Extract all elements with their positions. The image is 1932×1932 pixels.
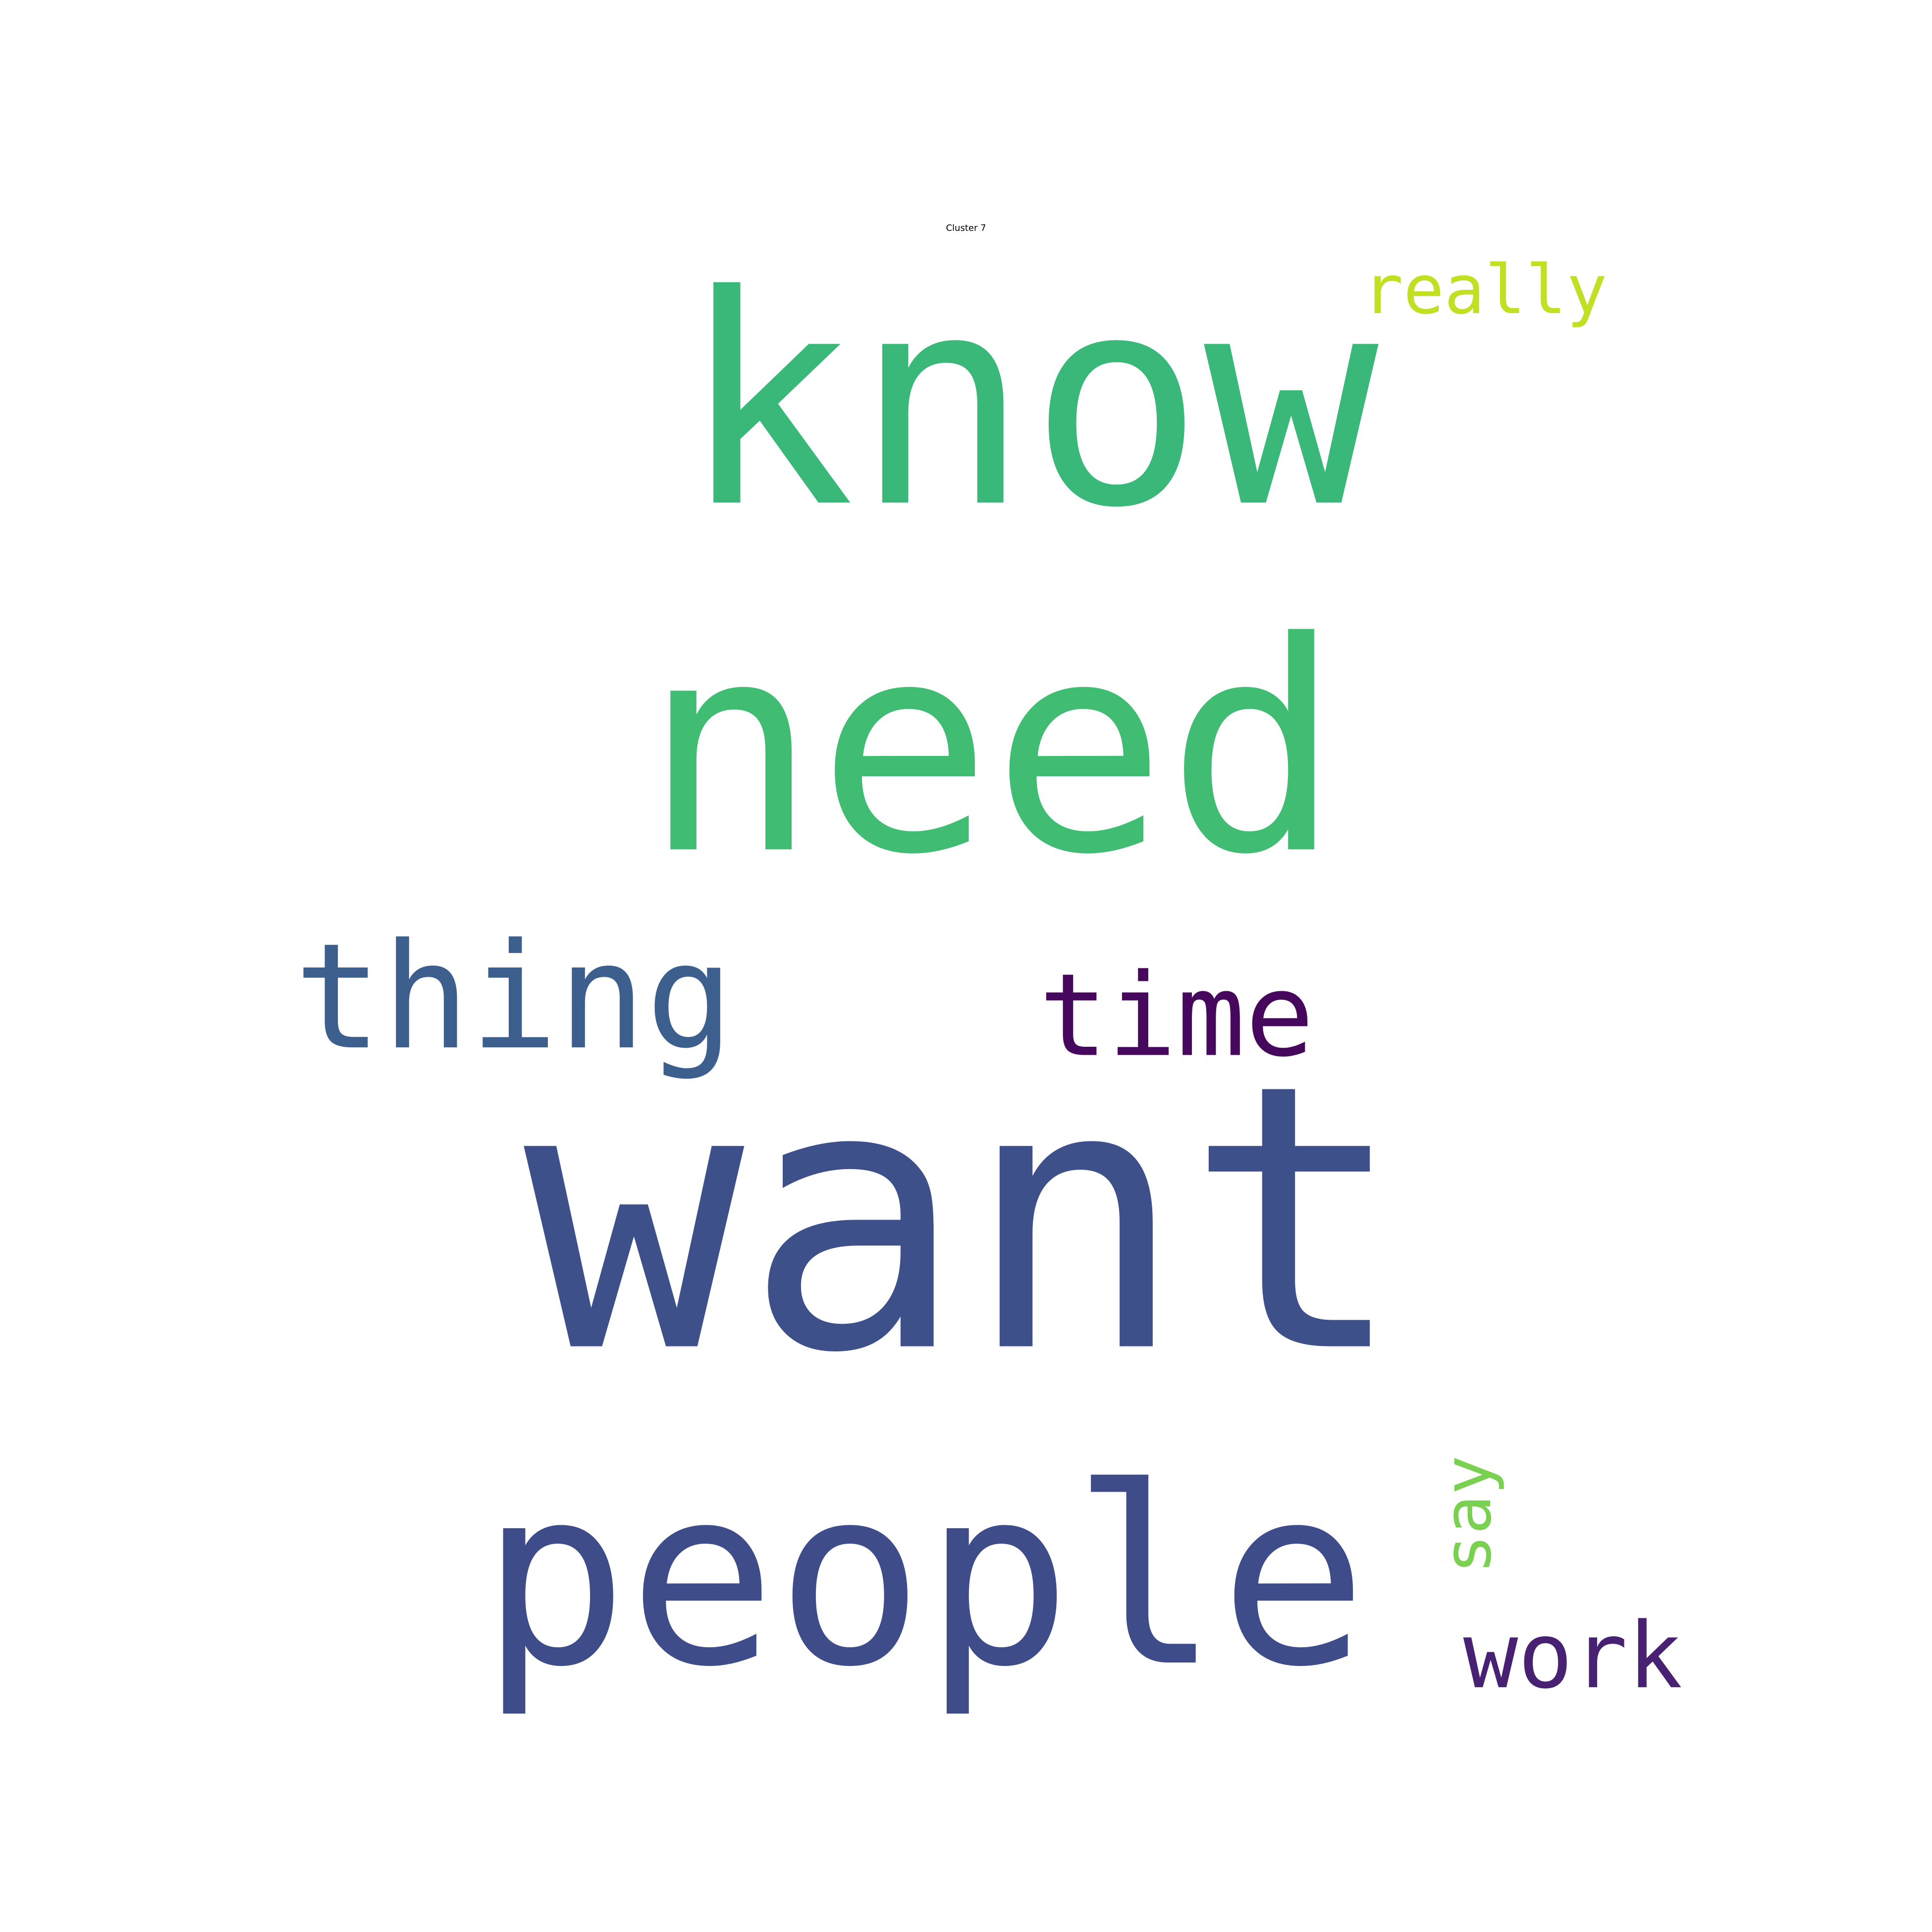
word-know: know [680,234,1381,571]
figure-title: Cluster 7 [946,223,986,233]
word-time: time [1039,950,1314,1082]
word-want: want [524,1007,1405,1433]
word-work: work [1463,1603,1683,1709]
word-people: people [481,1435,1368,1720]
word-thing: thing [294,912,734,1082]
word-say: say [1430,1455,1506,1574]
word-really: really [1363,251,1608,329]
word-need: need [643,581,1342,918]
